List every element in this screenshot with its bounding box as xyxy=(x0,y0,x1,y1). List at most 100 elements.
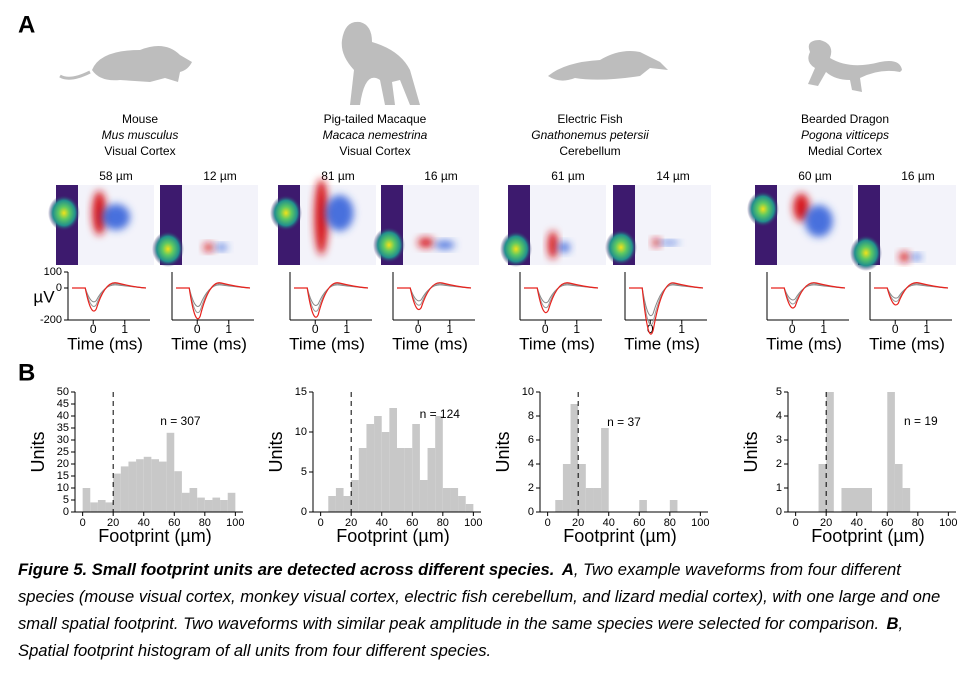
histogram-bar xyxy=(841,488,872,512)
y-tick-label: 45 xyxy=(57,398,69,410)
x-tick-label: 100 xyxy=(939,517,957,529)
figure-caption: Figure 5. Small footprint units are dete… xyxy=(18,556,950,664)
waveform-trace xyxy=(629,284,704,317)
y-tick-label: 5 xyxy=(63,494,69,506)
x-axis-label: Time (ms) xyxy=(392,334,468,353)
footprint-label: 14 µm xyxy=(656,169,690,183)
annotation: n = 307 xyxy=(160,414,201,428)
x-tick-label: 100 xyxy=(464,517,482,529)
histogram-bar xyxy=(174,471,182,512)
x-axis-label: Time (ms) xyxy=(519,334,595,353)
heatmap xyxy=(605,185,711,266)
x-tick-label: 0 xyxy=(647,322,654,336)
histogram-bar xyxy=(220,500,228,512)
x-tick-label: 0 xyxy=(789,322,796,336)
species-name: Bearded Dragon xyxy=(801,112,889,126)
histogram-bar xyxy=(427,448,436,512)
x-axis-label: Time (ms) xyxy=(766,334,842,353)
y-tick-label: 15 xyxy=(295,386,307,398)
y-tick-label: 5 xyxy=(776,386,782,398)
caption-run: A xyxy=(561,560,574,579)
histogram-bar xyxy=(181,492,190,512)
heatmap-bg xyxy=(880,185,956,265)
x-tick-label: 40 xyxy=(138,517,150,529)
heatmap xyxy=(48,185,154,265)
waveform-trace xyxy=(874,282,949,306)
histogram-bar xyxy=(465,504,474,512)
y-tick-label: 100 xyxy=(44,266,62,278)
y-tick-label: 0 xyxy=(63,506,69,518)
histogram-bar xyxy=(97,500,106,512)
histogram-bar xyxy=(669,500,678,512)
y-tick-label: 10 xyxy=(522,386,534,398)
red-lobe xyxy=(547,231,558,259)
x-tick-label: 20 xyxy=(345,517,357,529)
red-lobe xyxy=(203,243,214,252)
footprint-label: 12 µm xyxy=(203,169,237,183)
y-tick-label: 25 xyxy=(57,446,69,458)
histogram-bar xyxy=(82,488,91,512)
x-axis-label: Footprint (µm) xyxy=(336,526,449,546)
x-axis-label: Time (ms) xyxy=(624,334,700,353)
heatmap xyxy=(373,185,479,265)
strip-glow xyxy=(152,231,184,267)
y-tick-label: 30 xyxy=(57,434,69,446)
histogram-bar xyxy=(366,424,375,512)
y-tick-label: 10 xyxy=(295,426,307,438)
y-tick-label: -200 xyxy=(40,314,62,326)
heatmap xyxy=(270,179,376,265)
x-tick-label: 80 xyxy=(664,517,676,529)
x-axis-label: Footprint (µm) xyxy=(563,526,676,546)
x-tick-label: 60 xyxy=(168,517,180,529)
histogram-bar xyxy=(570,404,579,512)
waveform-trace xyxy=(397,282,472,311)
species-name: Mouse xyxy=(122,112,158,126)
strip-glow xyxy=(500,231,532,267)
red-lobe xyxy=(92,191,107,235)
x-tick-label: 80 xyxy=(199,517,211,529)
strip-glow xyxy=(747,191,779,227)
annotation: n = 37 xyxy=(607,415,641,429)
footprint-label: 58 µm xyxy=(99,169,133,183)
y-tick-label: 2 xyxy=(776,458,782,470)
caption-run: B xyxy=(886,614,899,633)
histogram-bar xyxy=(639,500,647,512)
y-tick-label: 2 xyxy=(528,482,534,494)
y-tick-label: 6 xyxy=(528,434,534,446)
blue-lobe xyxy=(434,241,455,249)
histogram-bar xyxy=(412,424,420,512)
y-tick-label: 0 xyxy=(301,506,307,518)
x-tick-label: 0 xyxy=(545,517,551,529)
x-tick-label: 40 xyxy=(851,517,863,529)
heatmap-bg xyxy=(182,185,258,265)
histogram-bar xyxy=(578,464,586,512)
y-tick-label: 10 xyxy=(57,482,69,494)
waveform-trace xyxy=(629,283,704,326)
x-tick-label: 20 xyxy=(107,517,119,529)
histogram-bar xyxy=(442,488,451,512)
panel-label: B xyxy=(18,359,35,386)
x-tick-label: 60 xyxy=(881,517,893,529)
y-axis-label: Units xyxy=(28,431,48,472)
brain-region: Cerebellum xyxy=(559,144,620,158)
silhouettes xyxy=(59,21,902,105)
x-tick-label: 0 xyxy=(892,322,899,336)
y-axis-label: µV xyxy=(33,287,55,306)
histogram-bar xyxy=(601,428,609,512)
histogram-bar xyxy=(585,488,594,512)
histogram-bar xyxy=(818,464,827,512)
caption-run: Figure 5. Small footprint units are dete… xyxy=(18,560,555,579)
species-name: Electric Fish xyxy=(557,112,622,126)
strip-glow xyxy=(850,235,882,271)
strip-glow xyxy=(270,195,302,231)
y-tick-label: 0 xyxy=(528,506,534,518)
brain-region: Medial Cortex xyxy=(808,144,882,158)
histogram-bar xyxy=(113,473,121,512)
heatmap xyxy=(850,185,956,271)
x-tick-label: 20 xyxy=(572,517,584,529)
waveform-trace xyxy=(176,282,251,320)
x-tick-label: 1 xyxy=(121,322,128,336)
histogram-bar xyxy=(902,488,911,512)
heatmap xyxy=(500,185,606,267)
